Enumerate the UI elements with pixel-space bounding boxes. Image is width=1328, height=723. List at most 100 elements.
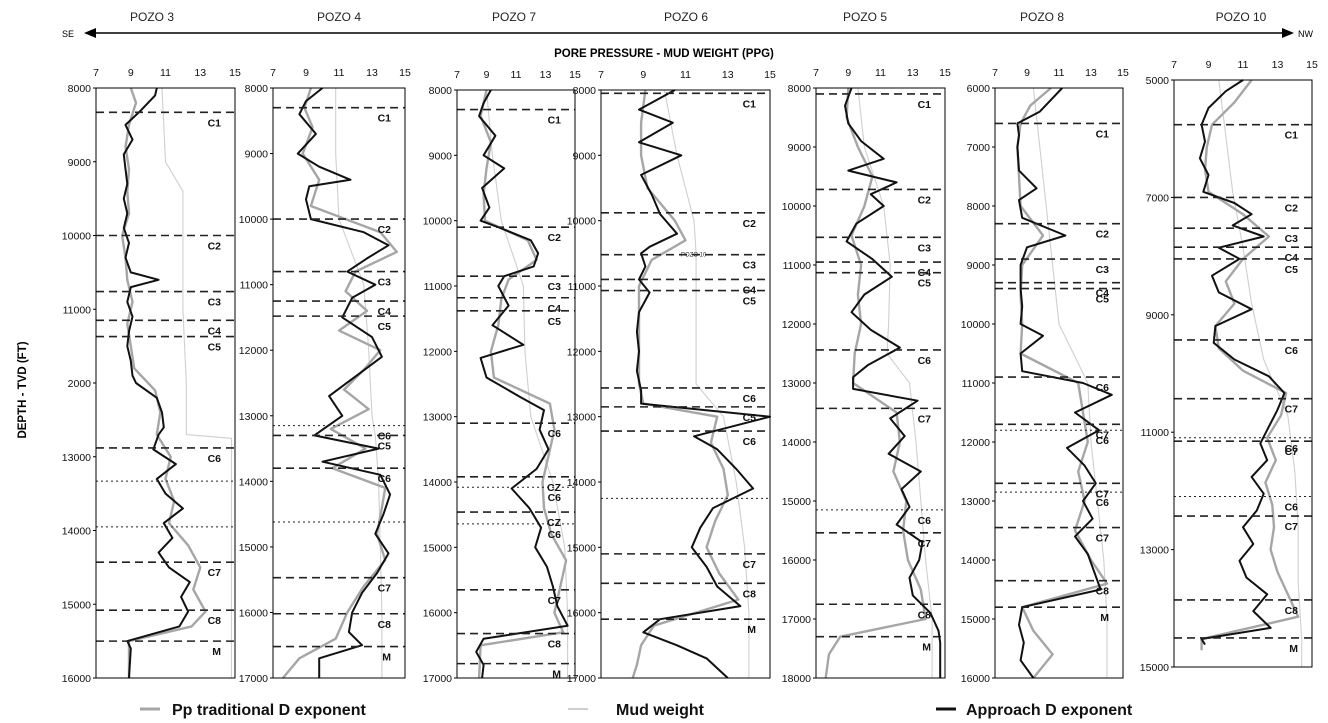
- formation-label: M: [212, 646, 221, 658]
- x-tick-label: 11: [680, 69, 691, 81]
- x-axis-title: PORE PRESSURE - MUD WEIGHT (PPG): [554, 48, 774, 60]
- y-tick-label: 10000: [782, 201, 811, 213]
- y-tick-label: 14000: [782, 437, 811, 449]
- y-tick-label: 15000: [62, 599, 91, 611]
- y-tick-label: 10000: [239, 214, 268, 226]
- formation-label: C1: [208, 117, 222, 129]
- x-tick-label: 7: [93, 67, 99, 79]
- formation-label: C2: [918, 194, 932, 206]
- series-traditional-line: [1200, 79, 1300, 651]
- formation-label: C6: [1096, 435, 1110, 447]
- series-mud-weight-line: [485, 89, 569, 678]
- series-traditional-line: [1016, 87, 1109, 679]
- formation-label: C7: [208, 567, 222, 579]
- panel-title: POZO 4: [317, 10, 361, 24]
- x-tick-label: 9: [845, 67, 851, 79]
- y-tick-label: 8000: [573, 85, 597, 97]
- x-tick-label: 11: [334, 67, 345, 79]
- formation-label: C5: [378, 440, 392, 452]
- y-tick-label: 10000: [62, 231, 91, 243]
- formation-label: C1: [918, 99, 932, 111]
- formation-label: C2: [1096, 229, 1110, 241]
- formation-label: C7: [378, 583, 392, 595]
- y-tick-label: 16000: [961, 673, 990, 685]
- panel-frame: [95, 87, 236, 679]
- formation-label: C7: [1285, 404, 1299, 416]
- formation-label: C5: [378, 321, 392, 333]
- formation-label: M: [747, 624, 756, 636]
- y-tick-label: 15000: [239, 542, 268, 554]
- y-tick-label: 15000: [1140, 662, 1169, 674]
- formation-label: C8: [1096, 586, 1110, 598]
- y-tick-label: 6000: [967, 83, 991, 95]
- x-tick-label: 13: [366, 67, 378, 79]
- formation-label: C8: [1285, 605, 1299, 617]
- panel-title: POZO 8: [1020, 10, 1064, 24]
- formation-label: C3: [743, 260, 757, 272]
- formation-label: C1: [378, 113, 392, 125]
- formation-label: C5: [743, 412, 757, 424]
- formation-label: C6: [743, 393, 757, 405]
- x-tick-label: 7: [270, 67, 276, 79]
- panel-frame: [600, 89, 771, 679]
- series-approach-line: [475, 89, 569, 679]
- panel-pozo-4: POZO 4 7 9 11 13 15 8000 9000 10000 11000 12000 130…: [239, 10, 411, 685]
- x-tick-label: 9: [303, 67, 309, 79]
- formation-label: C5: [1285, 264, 1299, 276]
- formation-label: C8: [743, 588, 757, 600]
- legend-item-approach: Approach D exponent: [936, 702, 1133, 719]
- formation-label: C7: [743, 559, 757, 571]
- y-tick-label: 5000: [1146, 75, 1170, 87]
- formation-label: C2: [548, 232, 562, 244]
- formation-label: C2: [1285, 202, 1299, 214]
- y-tick-label: 16000: [567, 608, 596, 620]
- y-tick-label: 8000: [245, 83, 269, 95]
- formation-label: C6: [548, 428, 562, 440]
- formation-label: C1: [548, 115, 562, 127]
- panel-pozo-7: POZO 7 7 9 11 13 15 8000 9000 10000 11000 12000 130…: [423, 10, 581, 685]
- series-approach-line: [296, 87, 392, 678]
- panel-title: POZO 6: [664, 10, 708, 24]
- y-tick-label: 12000: [567, 346, 596, 358]
- formation-label: C1: [743, 98, 757, 110]
- y-tick-label: 17000: [782, 614, 811, 626]
- y-tick-label: 9000: [1146, 310, 1170, 322]
- formation-label: C7: [1285, 521, 1299, 533]
- formation-label: C4: [208, 325, 222, 337]
- series-mud-weight-line: [161, 87, 233, 678]
- formation-label: C3: [1096, 264, 1110, 276]
- y-tick-label: 13000: [961, 496, 990, 508]
- panel-title: POZO 3: [130, 10, 174, 24]
- y-tick-label: 7000: [967, 142, 991, 154]
- formation-label: C7: [1285, 446, 1299, 458]
- formation-label: C4: [378, 306, 392, 318]
- series-approach-line: [122, 87, 191, 679]
- formation-label: C1: [1096, 128, 1110, 140]
- panel-pozo-5: POZO 5 7 9 11 13 15 8000 9000 10000 11000 12000 130…: [782, 10, 951, 685]
- panel-title: POZO 5: [843, 10, 887, 24]
- formation-label: C7: [1096, 488, 1110, 500]
- panel-pozo-3: POZO 3 7 9 11 13 15 8000 9000 10000 11000 2000 1300…: [62, 10, 241, 685]
- series-approach-line: [844, 87, 942, 678]
- formation-label: M: [382, 652, 391, 664]
- x-tick-label: 7: [992, 67, 998, 79]
- y-tick-label: 12000: [961, 437, 990, 449]
- y-tick-label: 15000: [567, 542, 596, 554]
- x-tick-label: 11: [875, 67, 886, 79]
- x-tick-label: 13: [540, 69, 552, 81]
- series-approach-line: [635, 89, 771, 679]
- well-panels: POZO 3 7 9 11 13 15 8000 9000 10000 11000 2000 1300…: [62, 10, 1318, 685]
- y-tick-label: 9000: [788, 142, 812, 154]
- y-tick-label: 12000: [239, 345, 268, 357]
- x-tick-label: 7: [598, 69, 604, 81]
- y-tick-label: 16000: [782, 555, 811, 567]
- y-tick-label: 11000: [63, 304, 92, 316]
- formation-label: C4: [548, 303, 562, 315]
- legend-item-mud-weight: Mud weight: [568, 702, 705, 719]
- formation-label: C3: [548, 281, 562, 293]
- y-tick-label: 11000: [424, 281, 453, 293]
- formation-label: M: [552, 669, 561, 681]
- y-tick-label: 16000: [62, 673, 91, 685]
- formation-label: C6: [208, 453, 222, 465]
- formation-label: CZ: [547, 517, 562, 529]
